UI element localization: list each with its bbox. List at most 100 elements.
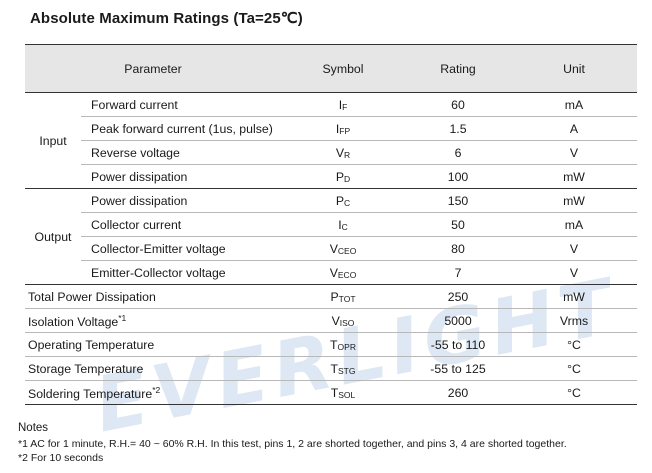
rating-cell: 5000	[405, 308, 511, 333]
table-row: Soldering Temperature*2 TSOL 260 °C	[25, 380, 637, 405]
unit-cell: °C	[511, 332, 637, 357]
symbol-subscript: ISO	[339, 317, 355, 328]
page-title: Absolute Maximum Ratings (Ta=25℃)	[30, 10, 303, 27]
table-row: Reverse voltage VR 6 V	[25, 140, 637, 165]
note-item: *1 AC for 1 minute, R.H.= 40 ~ 60% R.H. …	[18, 437, 567, 450]
notes-heading: Notes	[18, 422, 49, 434]
unit-cell: mW	[511, 284, 637, 309]
param-cell: Power dissipation	[81, 164, 281, 189]
symbol-cell: PC	[281, 188, 405, 213]
rating-cell: 50	[405, 212, 511, 237]
table-row: Input Forward current IF 60 mA	[25, 92, 637, 189]
symbol-subscript: FP	[339, 125, 351, 136]
unit-cell: V	[511, 260, 637, 285]
symbol-letter: P	[335, 193, 345, 208]
param-cell: Total Power Dissipation	[25, 284, 281, 309]
symbol-letter: T	[330, 337, 338, 352]
note-item: *2 For 10 seconds	[18, 452, 104, 464]
symbol-subscript: C	[344, 197, 351, 208]
unit-cell: V	[511, 140, 637, 165]
symbol-cell: PD	[281, 164, 405, 189]
symbol-cell: PTOT	[281, 284, 405, 309]
rating-cell: -55 to 110	[405, 332, 511, 357]
unit-cell: V	[511, 236, 637, 261]
rating-cell: -55 to 125	[405, 356, 511, 381]
unit-cell: Vrms	[511, 308, 637, 333]
rating-cell: 7	[405, 260, 511, 285]
table-row: Power dissipation PD 100 mW	[25, 164, 637, 189]
param-cell: Forward current	[81, 92, 281, 117]
ratings-table: Parameter Symbol Rating Unit Input Forwa…	[25, 44, 637, 405]
param-cell: Isolation Voltage*1	[25, 308, 281, 333]
header-rating: Rating	[405, 44, 511, 93]
unit-cell: A	[511, 116, 637, 141]
symbol-subscript: F	[342, 101, 348, 112]
header-unit: Unit	[511, 44, 637, 93]
table-row: Peak forward current (1us, pulse) IFP 1.…	[25, 116, 637, 141]
symbol-cell: IFP	[281, 116, 405, 141]
unit-cell: mA	[511, 212, 637, 237]
unit-cell: mA	[511, 92, 637, 117]
symbol-cell: IC	[281, 212, 405, 237]
symbol-letter: T	[330, 385, 339, 400]
symbol-subscript: OPR	[337, 341, 356, 352]
unit-cell: mW	[511, 164, 637, 189]
symbol-subscript: ECO	[337, 269, 357, 280]
param-cell: Peak forward current (1us, pulse)	[81, 116, 281, 141]
symbol-letter: V	[331, 313, 340, 328]
symbol-cell: IF	[281, 92, 405, 117]
symbol-subscript: C	[341, 221, 348, 232]
symbol-subscript: R	[344, 149, 351, 160]
rating-cell: 1.5	[405, 116, 511, 141]
rating-cell: 60	[405, 92, 511, 117]
symbol-cell: VISO	[281, 308, 405, 333]
table-row: Emitter-Collector voltage VECO 7 V	[25, 260, 637, 285]
param-text: Soldering Temperature	[28, 386, 153, 401]
table-row: Collector-Emitter voltage VCEO 80 V	[25, 236, 637, 261]
symbol-cell: VECO	[281, 260, 405, 285]
symbol-subscript: D	[344, 173, 351, 184]
symbol-cell: VCEO	[281, 236, 405, 261]
symbol-letter: P	[335, 169, 345, 184]
param-cell: Operating Temperature	[25, 332, 281, 357]
group-label-output: Output	[25, 188, 81, 285]
symbol-cell: VR	[281, 140, 405, 165]
symbol-letter: V	[329, 241, 338, 256]
param-cell: Emitter-Collector voltage	[81, 260, 281, 285]
symbol-letter: V	[335, 145, 345, 160]
table-row: Total Power Dissipation PTOT 250 mW	[25, 284, 637, 309]
footnote-marker: *2	[152, 384, 161, 395]
table-row: Operating Temperature TOPR -55 to 110 °C	[25, 332, 637, 357]
unit-cell: °C	[511, 356, 637, 381]
param-cell: Collector current	[81, 212, 281, 237]
symbol-subscript: TOT	[338, 293, 356, 304]
symbol-subscript: STG	[338, 365, 356, 376]
param-cell: Storage Temperature	[25, 356, 281, 381]
table-row: Isolation Voltage*1 VISO 5000 Vrms	[25, 308, 637, 333]
unit-cell: mW	[511, 188, 637, 213]
symbol-letter: T	[330, 361, 339, 376]
param-cell: Collector-Emitter voltage	[81, 236, 281, 261]
footnote-marker: *1	[118, 312, 127, 323]
rating-cell: 100	[405, 164, 511, 189]
param-cell: Reverse voltage	[81, 140, 281, 165]
header-parameter: Parameter	[25, 44, 281, 93]
symbol-letter: I	[338, 97, 343, 112]
table-row: Collector current IC 50 mA	[25, 212, 637, 237]
rating-cell: 150	[405, 188, 511, 213]
rating-cell: 250	[405, 284, 511, 309]
table-row: Storage Temperature TSTG -55 to 125 °C	[25, 356, 637, 381]
param-cell: Soldering Temperature*2	[25, 380, 281, 405]
symbol-subscript: SOL	[338, 389, 356, 400]
symbol-cell: TOPR	[281, 332, 405, 357]
symbol-letter: I	[335, 121, 340, 136]
table-row: Output Power dissipation PC 150 mW	[25, 188, 637, 285]
group-label-input: Input	[25, 92, 81, 189]
unit-cell: °C	[511, 380, 637, 405]
table-header-row: Parameter Symbol Rating Unit	[25, 44, 637, 93]
notes-section: Notes *1 AC for 1 minute, R.H.= 40 ~ 60%…	[18, 421, 567, 466]
rating-cell: 80	[405, 236, 511, 261]
symbol-subscript: CEO	[337, 245, 357, 256]
symbol-letter: P	[330, 289, 339, 304]
symbol-cell: TSTG	[281, 356, 405, 381]
